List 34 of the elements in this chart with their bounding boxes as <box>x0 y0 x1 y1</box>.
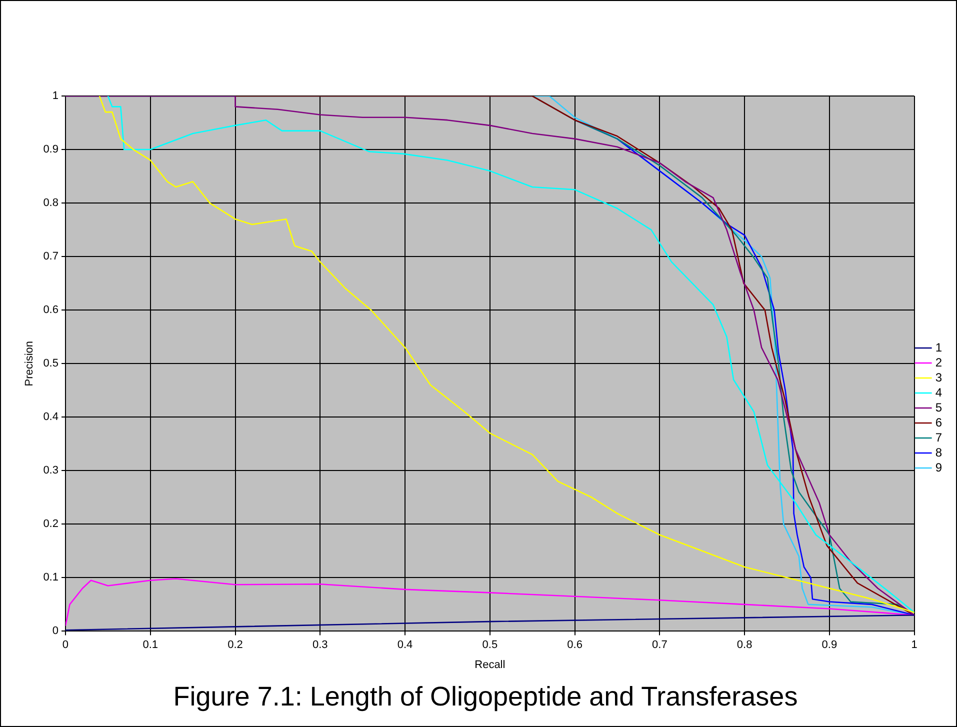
x-tick-label: 0.1 <box>142 638 158 651</box>
y-tick-label: 0.7 <box>43 250 58 263</box>
y-tick-label: 0.2 <box>43 518 58 530</box>
x-tick-label: 0.3 <box>312 638 328 651</box>
y-tick-label: 0.8 <box>43 197 58 210</box>
legend-label: 3 <box>935 370 942 384</box>
y-tick-label: 0.9 <box>43 144 58 156</box>
y-tick-label: 1 <box>52 90 58 102</box>
y-tick-label: 0.1 <box>43 572 58 584</box>
x-tick-label: 0.7 <box>652 638 668 651</box>
legend-label: 5 <box>935 400 942 414</box>
legend-label: 8 <box>935 445 942 460</box>
x-tick-label: 0.4 <box>397 638 413 651</box>
y-tick-label: 0.4 <box>43 411 58 424</box>
x-tick-label: 0.6 <box>567 638 582 651</box>
x-tick-label: 0.5 <box>482 638 498 651</box>
x-axis-title: Recall <box>474 659 506 672</box>
legend-label: 6 <box>935 415 942 430</box>
legend-label: 9 <box>935 460 942 474</box>
x-tick-label: 0 <box>62 638 69 651</box>
x-tick-label: 0.2 <box>228 638 243 651</box>
legend-label: 7 <box>935 430 942 444</box>
legend-label: 4 <box>935 385 942 400</box>
y-tick-label: 0.3 <box>43 464 58 477</box>
x-tick-label: 0.9 <box>822 638 838 651</box>
y-axis-title: Precision <box>24 340 36 386</box>
legend-label: 1 <box>935 340 942 354</box>
legend-label: 2 <box>935 355 942 370</box>
y-tick-label: 0 <box>52 625 58 638</box>
x-tick-label: 1 <box>911 638 918 651</box>
x-tick-label: 0.8 <box>736 638 752 651</box>
y-tick-label: 0.6 <box>43 304 58 316</box>
text: Figure 7.1: Length of Oligopeptide and Transferases <box>173 681 798 712</box>
y-tick-label: 0.5 <box>43 358 58 370</box>
